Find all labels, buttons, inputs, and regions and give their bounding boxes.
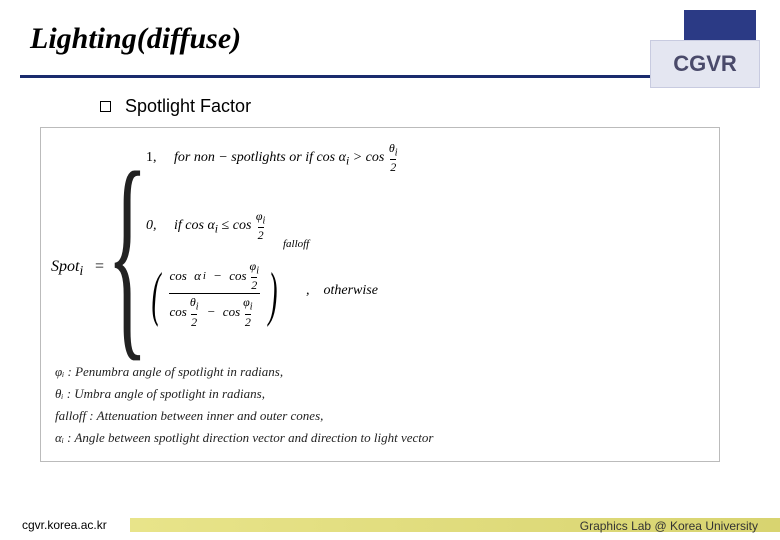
def-phi: φᵢ : Penumbra angle of spotlight in radi… <box>55 361 433 383</box>
slide-footer: cgvr.korea.ac.kr Graphics Lab @ Korea Un… <box>0 510 780 540</box>
formula-case-2: 0, if cos αi ≤ cos φi 2 <box>146 210 266 241</box>
badge-front-rect: CGVR <box>650 40 760 88</box>
left-brace-icon: { <box>107 138 148 368</box>
numerator: cos αi − cos φi 2 <box>169 258 259 293</box>
formula-lhs: Spoti <box>51 258 83 279</box>
theta-over-2: θi 2 <box>389 142 398 173</box>
ratio-fraction: ( cos αi − cos φi 2 cos θi <box>146 258 283 330</box>
footer-credit: Graphics Lab @ Korea University <box>580 519 758 533</box>
formula-case-1: 1, for non − spotlights or if cos αi > c… <box>146 142 399 173</box>
def-theta: θᵢ : Umbra angle of spotlight in radians… <box>55 383 433 405</box>
square-bullet-icon <box>100 101 111 112</box>
formula-box: Spoti = { 1, for non − spotlights or if … <box>40 127 720 462</box>
falloff-exponent: falloff <box>283 238 309 250</box>
phi-over-2: φi 2 <box>256 210 265 241</box>
def-alpha: αᵢ : Angle between spotlight direction v… <box>55 427 433 449</box>
denominator: cos θi 2 − cos φi 2 <box>169 294 259 329</box>
def-falloff: falloff : Attenuation between inner and … <box>55 405 433 427</box>
formula-case-3: ( cos αi − cos φi 2 cos θi <box>146 258 313 330</box>
bullet-label: Spotlight Factor <box>125 96 251 117</box>
slide-header: Lighting(diffuse) CGVR <box>20 0 760 78</box>
symbol-definitions: φᵢ : Penumbra angle of spotlight in radi… <box>55 361 433 449</box>
bullet-item: Spotlight Factor <box>100 96 740 117</box>
slide-title: Lighting(diffuse) <box>30 22 241 56</box>
equals-sign: = <box>95 258 104 276</box>
slide-content: Spotlight Factor Spoti = { 1, for non − … <box>0 78 780 462</box>
otherwise-label: , otherwise <box>306 283 378 299</box>
footer-url: cgvr.korea.ac.kr <box>22 518 107 532</box>
